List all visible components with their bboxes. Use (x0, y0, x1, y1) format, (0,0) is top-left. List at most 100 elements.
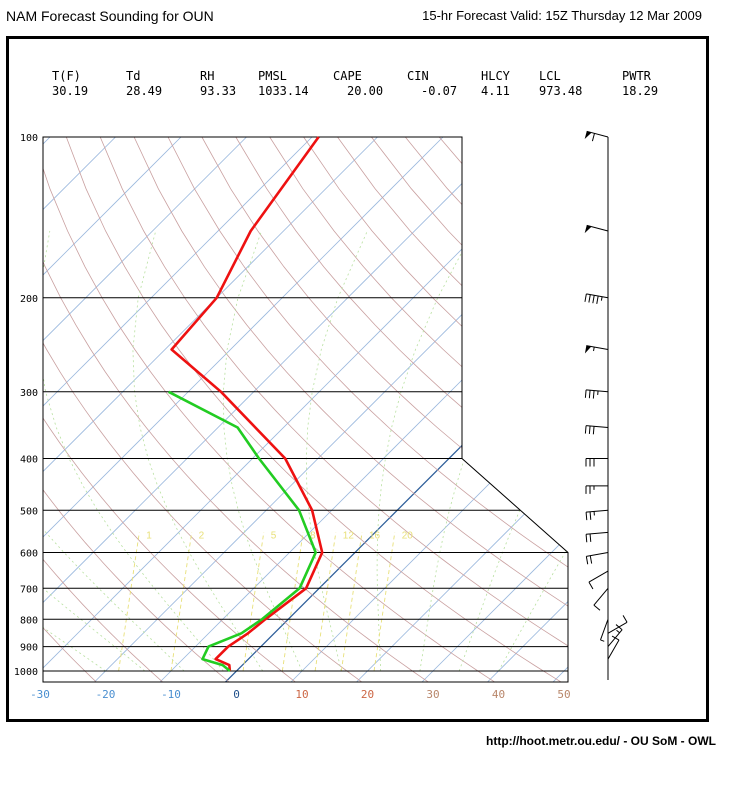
barb-feather (585, 534, 588, 543)
isotherm-line (552, 137, 568, 682)
barb-shaft (586, 293, 609, 299)
isotherm-line (224, 137, 568, 682)
barb-shaft (586, 130, 609, 138)
mixing-ratio-line (170, 532, 193, 672)
isotherm-line (421, 137, 568, 682)
index-value: -0.07 (421, 84, 457, 98)
barb-shaft (586, 425, 609, 429)
barb-shaft (600, 619, 609, 641)
isotherm-line (618, 113, 734, 683)
temperature-tick-label: -20 (96, 688, 116, 701)
wind-barb (585, 509, 609, 521)
dry-adiabat (506, 137, 568, 682)
pressure-label: 700 (20, 584, 38, 595)
barb-shaft (586, 552, 609, 557)
wind-barb (607, 624, 623, 647)
barb-feather (584, 293, 587, 302)
isotherm-line (43, 137, 534, 682)
wind-barb (585, 485, 608, 494)
index-label: Td (126, 69, 140, 83)
temperature-tick-label: 0 (233, 688, 240, 701)
dry-adiabat (43, 137, 97, 682)
isotherm-line (486, 137, 568, 682)
index-value: 28.49 (126, 84, 162, 98)
dry-adiabat (43, 137, 429, 682)
dry-adiabat (337, 137, 568, 682)
pressure-label: 1000 (14, 667, 38, 678)
barb-feather (588, 581, 594, 590)
dry-adiabat (43, 137, 230, 682)
page-header: NAM Forecast Sounding for OUN 15-hr Fore… (0, 0, 734, 32)
pressure-label: 500 (20, 506, 38, 517)
dry-adiabat (167, 137, 568, 682)
index-value: 1033.14 (258, 84, 309, 98)
barb-feather (592, 426, 595, 435)
chart-grid: 1 2 5 8 12 16 20 (43, 113, 734, 683)
pressure-label: 800 (20, 615, 38, 626)
barb-feather (585, 512, 588, 521)
barb-half-feather (600, 296, 603, 301)
dry-adiabat (201, 137, 568, 682)
temperature-tick-label: 20 (361, 688, 374, 701)
wind-barb-column (584, 130, 628, 680)
barb-feather (589, 511, 592, 520)
sounding-frame (6, 36, 709, 722)
pressure-label: 900 (20, 643, 38, 654)
pressure-label: 400 (20, 455, 38, 466)
dry-adiabat (371, 137, 568, 682)
index-label: LCL (539, 69, 561, 83)
barb-feather (584, 389, 587, 398)
wind-barb (584, 224, 609, 234)
pressure-label: 100 (20, 133, 38, 144)
dry-adiabat (133, 137, 568, 682)
wind-barb (584, 389, 609, 399)
barb-shaft (586, 224, 609, 232)
barb-feather (589, 533, 592, 542)
index-value: 93.33 (200, 84, 236, 98)
mixing-ratio-line (281, 532, 304, 672)
mixing-ratio-line (373, 532, 396, 672)
index-label: PWTR (622, 69, 652, 83)
barb-feather (588, 390, 591, 399)
moist-adiabat (43, 230, 224, 672)
isotherm-line (43, 137, 468, 682)
mixing-ratio-line (340, 532, 363, 672)
temperature-tick-label: 50 (557, 688, 570, 701)
isotherm-line (43, 137, 272, 682)
barb-half-feather (593, 346, 595, 352)
dry-adiabat (303, 137, 568, 682)
pressure-label: 300 (20, 388, 38, 399)
dry-adiabat (65, 137, 562, 682)
barb-feather (593, 604, 601, 611)
dry-adiabat (235, 137, 568, 682)
barb-feather (588, 294, 591, 303)
barb-feather (611, 635, 620, 641)
barb-pennant (584, 345, 592, 354)
pressure-label: 200 (20, 294, 38, 305)
isotherm-line (43, 137, 141, 682)
pressure-lines (43, 136, 568, 672)
mixing-ratio-label: 1 (146, 531, 152, 542)
mixing-ratio-label: 2 (199, 531, 205, 542)
dewpoint-profile (168, 390, 317, 673)
sounding-profiles (168, 136, 324, 673)
moist-adiabat (43, 230, 185, 672)
barb-shaft (586, 531, 609, 535)
dry-adiabat (404, 137, 568, 682)
barb-feather (584, 425, 587, 434)
site-credit: http://hoot.metr.ou.edu/ - OU SoM - OWL (486, 734, 716, 748)
index-value: 20.00 (347, 84, 383, 98)
wind-barb (600, 619, 609, 642)
isotherm-line (43, 137, 206, 682)
moist-adiabat (132, 230, 264, 672)
pressure-label: 600 (20, 549, 38, 560)
barb-shaft (607, 639, 620, 660)
dry-adiabat (99, 137, 568, 682)
wind-barb (607, 635, 620, 660)
index-value: 30.19 (52, 84, 88, 98)
barb-feather (591, 133, 595, 142)
wind-barb (607, 615, 628, 634)
mixing-ratio-label: 20 (402, 531, 414, 542)
barb-half-feather (616, 629, 620, 634)
